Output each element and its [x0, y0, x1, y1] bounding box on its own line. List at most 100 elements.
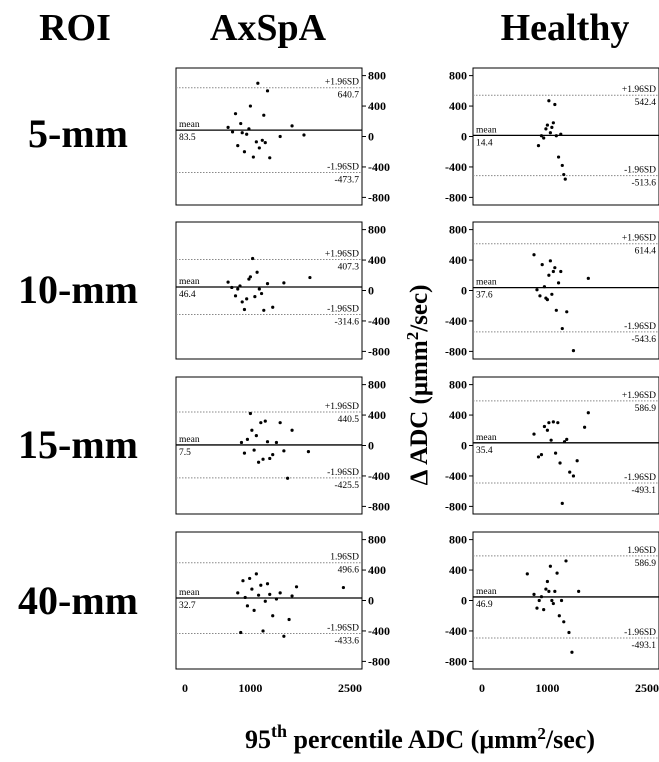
data-point — [257, 146, 261, 150]
data-point — [536, 455, 541, 459]
data-point — [545, 579, 550, 584]
data-point — [586, 276, 590, 280]
data-point — [278, 421, 282, 425]
y-tick-label: 0 — [368, 439, 374, 453]
y-axis-label-sup: 2 — [403, 332, 422, 341]
row-label-15mm: 15-mm — [18, 422, 138, 467]
data-point — [550, 598, 554, 603]
data-point — [553, 102, 557, 107]
panel-healthy-10mm: 800 400 0 -400 -800 mean 37.6 +1.96SD 614.4 -1.96… — [445, 221, 659, 360]
x-tick-label-axspa: 2500 — [338, 681, 362, 695]
data-point — [257, 287, 261, 291]
data-point — [255, 270, 259, 274]
data-point — [551, 601, 555, 606]
data-point — [259, 421, 263, 425]
y-tick-label: -800 — [368, 344, 390, 358]
data-point — [248, 275, 252, 279]
y-tick-label: 0 — [461, 284, 467, 298]
upper-loa-value: 586.9 — [635, 559, 657, 569]
data-point — [239, 121, 243, 126]
y-tick-label: -400 — [368, 314, 390, 328]
lower-loa-label: -1.96SD — [327, 163, 359, 173]
data-point — [265, 582, 270, 586]
upper-loa-label: +1.96SD — [622, 391, 656, 401]
data-point — [265, 440, 270, 444]
data-point — [341, 585, 345, 590]
data-point — [544, 587, 548, 591]
data-point — [290, 124, 294, 128]
data-point — [294, 585, 299, 589]
x-axis-label-sup: th — [271, 721, 287, 741]
data-point — [559, 598, 564, 603]
data-point — [551, 420, 555, 424]
data-point — [558, 461, 562, 465]
data-point — [562, 440, 567, 444]
y-tick-label: -400 — [368, 160, 390, 174]
data-point — [539, 134, 544, 138]
data-point — [252, 448, 256, 452]
data-point — [245, 437, 250, 442]
data-point — [537, 598, 541, 603]
data-point — [563, 177, 567, 181]
mean-value: 37.6 — [476, 291, 493, 301]
mean-value: 46.4 — [179, 290, 196, 300]
data-point — [262, 308, 266, 312]
panel-healthy-5mm: 800 400 0 -400 -800 mean 14.4 +1.96SD 542.4 -1.96… — [445, 67, 659, 206]
data-point — [259, 291, 264, 296]
data-point — [230, 130, 235, 134]
x-axis-label-suffix: percentile ADC (μmm — [287, 725, 538, 754]
data-point — [547, 421, 551, 425]
data-point — [551, 269, 555, 274]
x-tick-label-healthy: 2500 — [635, 681, 659, 695]
data-point — [302, 133, 306, 137]
data-point — [261, 457, 265, 461]
data-point — [236, 287, 240, 291]
data-point — [271, 305, 275, 309]
upper-loa-label: 1.96SD — [330, 553, 359, 563]
y-tick-label: 400 — [449, 563, 467, 577]
mean-label: mean — [179, 120, 200, 130]
data-point — [565, 437, 569, 442]
data-point — [553, 451, 558, 455]
data-point — [532, 432, 536, 436]
data-point — [571, 474, 576, 478]
lower-loa-value: -314.6 — [334, 317, 359, 327]
data-point — [263, 140, 267, 145]
data-point — [548, 259, 552, 263]
data-point — [268, 456, 272, 461]
lower-loa-label: -1.96SD — [624, 628, 656, 638]
y-tick-label: 400 — [368, 408, 386, 422]
panel-axspa-40mm: 800 400 0 -400 -800 mean 32.7 1.96SD 496.6 -1.96S… — [175, 531, 390, 670]
y-tick-label: -400 — [445, 314, 467, 328]
data-point — [560, 501, 564, 505]
data-point — [547, 99, 551, 103]
upper-loa-label: +1.96SD — [622, 85, 656, 95]
data-point — [236, 144, 240, 148]
data-point — [247, 277, 251, 281]
data-point — [554, 134, 558, 138]
data-point — [226, 280, 230, 284]
y-tick-label: -800 — [445, 344, 467, 358]
mean-label: mean — [179, 435, 200, 445]
data-point — [240, 300, 244, 304]
data-point — [550, 292, 554, 296]
y-tick-label: -800 — [445, 654, 467, 668]
mean-label: mean — [476, 125, 497, 135]
data-point — [248, 411, 252, 416]
upper-loa-label: +1.96SD — [325, 249, 359, 259]
data-point — [567, 630, 571, 635]
data-point — [242, 150, 247, 154]
data-point — [539, 453, 544, 457]
panel-frame — [472, 376, 659, 515]
data-point — [265, 89, 270, 93]
data-point — [557, 614, 561, 618]
data-point — [250, 428, 254, 432]
y-tick-label: 800 — [368, 69, 386, 83]
upper-loa-label: +1.96SD — [325, 78, 359, 88]
data-point — [554, 308, 558, 312]
row-label-10mm: 10-mm — [18, 267, 138, 312]
data-point — [568, 470, 572, 474]
data-point — [240, 131, 244, 135]
data-point — [259, 583, 263, 587]
data-point — [239, 440, 244, 445]
